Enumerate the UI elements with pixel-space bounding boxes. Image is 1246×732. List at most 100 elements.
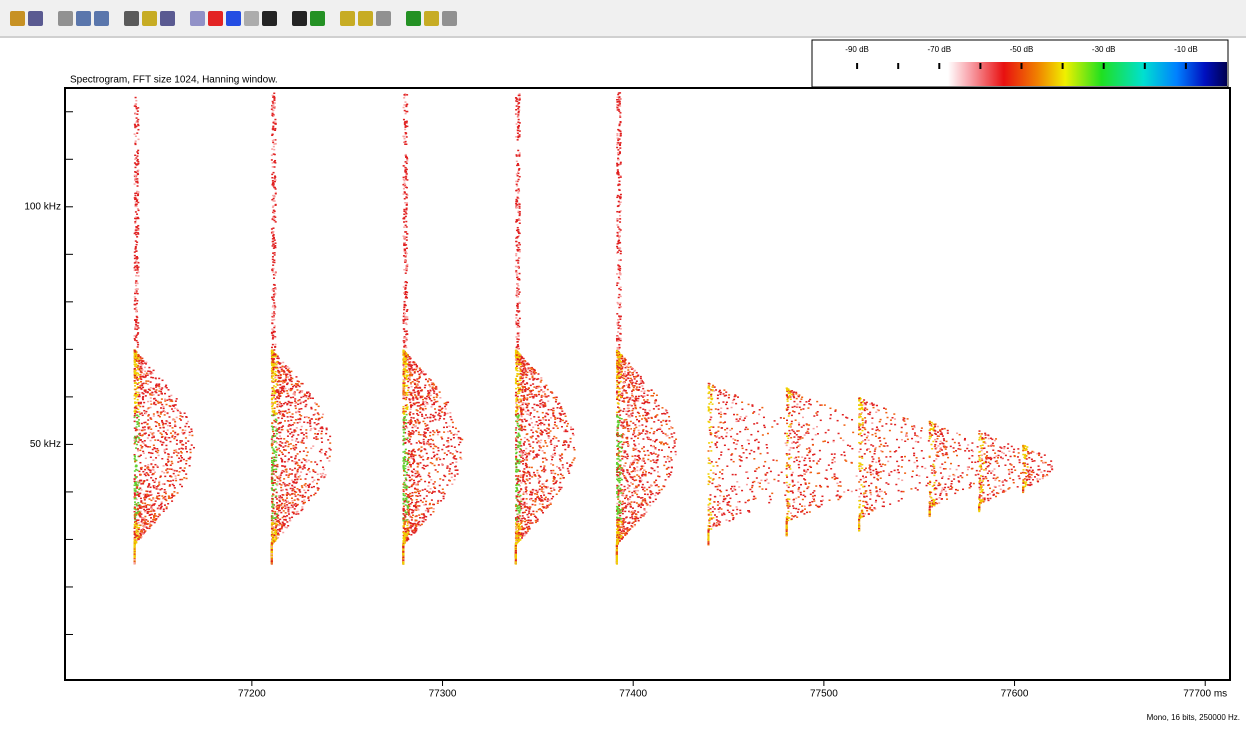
spectral-dot — [271, 393, 273, 395]
toolbar-button[interactable] — [160, 11, 175, 26]
spectral-dot — [137, 365, 139, 367]
spectral-dot — [406, 104, 408, 106]
spectral-dot — [287, 429, 289, 431]
toolbar-button[interactable] — [226, 11, 241, 26]
toolbar-button[interactable] — [190, 11, 205, 26]
spectral-dot — [163, 472, 165, 474]
toolbar — [0, 0, 1246, 36]
spectral-dot — [187, 440, 189, 442]
toolbar-button[interactable] — [58, 11, 73, 26]
spectral-dot — [135, 289, 137, 291]
spectral-dot — [145, 395, 147, 397]
spectral-dot — [134, 193, 136, 195]
spectral-dot — [437, 502, 439, 504]
spectral-dot — [291, 517, 293, 519]
spectral-dot — [271, 445, 273, 447]
spectral-dot — [313, 414, 315, 416]
spectral-dot — [406, 486, 408, 488]
spectral-dot — [289, 373, 291, 375]
spectral-dot — [405, 291, 407, 293]
spectral-dot — [559, 458, 561, 460]
spectral-dot — [404, 319, 406, 321]
toolbar-button[interactable] — [442, 11, 457, 26]
toolbar-button[interactable] — [94, 11, 109, 26]
spectral-dot — [405, 255, 407, 257]
spectral-dot — [318, 430, 320, 432]
spectral-dot — [152, 480, 154, 482]
spectral-dot — [153, 517, 155, 519]
toolbar-button[interactable] — [292, 11, 307, 26]
spectral-dot — [427, 381, 429, 383]
spectral-dot — [137, 325, 139, 327]
spectral-dot — [280, 406, 282, 408]
spectral-dot — [283, 524, 285, 526]
toolbar-button[interactable] — [376, 11, 391, 26]
spectral-dot — [451, 419, 453, 421]
spectral-dot — [134, 559, 136, 561]
spectral-dot — [447, 402, 449, 404]
spectral-dot — [276, 466, 278, 468]
spectral-dot — [183, 470, 185, 472]
toolbar-button[interactable] — [208, 11, 223, 26]
spectral-dot — [290, 402, 292, 404]
spectral-dot — [142, 415, 144, 417]
spectral-dot — [405, 371, 407, 373]
spectral-dot — [543, 471, 545, 473]
spectral-dot — [328, 448, 330, 450]
toolbar-button[interactable] — [28, 11, 43, 26]
spectral-dot — [136, 250, 138, 252]
spectral-dot — [135, 465, 137, 467]
spectral-dot — [428, 475, 430, 477]
spectral-dot — [404, 186, 406, 188]
spectral-dot — [142, 434, 144, 436]
spectral-dot — [153, 388, 155, 390]
spectral-dot — [134, 248, 136, 250]
spectral-dot — [177, 492, 179, 494]
spectral-dot — [447, 465, 449, 467]
toolbar-button[interactable] — [340, 11, 355, 26]
spectral-dot — [413, 480, 415, 482]
spectral-dot — [405, 322, 407, 324]
toolbar-button[interactable] — [310, 11, 325, 26]
toolbar-button[interactable] — [262, 11, 277, 26]
toolbar-button[interactable] — [244, 11, 259, 26]
spectral-dot — [274, 106, 276, 108]
spectral-dot — [287, 476, 289, 478]
spectral-dot — [273, 172, 275, 174]
spectral-dot — [432, 387, 434, 389]
spectral-dot — [415, 484, 417, 486]
spectral-dot — [141, 430, 143, 432]
toolbar-button[interactable] — [358, 11, 373, 26]
spectral-dot — [291, 436, 293, 438]
spectral-dot — [309, 425, 311, 427]
spectral-dot — [409, 379, 411, 381]
spectral-dot — [271, 426, 273, 428]
spectral-dot — [185, 442, 187, 444]
spectral-dot — [176, 440, 178, 442]
spectral-dot — [405, 377, 407, 379]
spectral-dot — [137, 355, 139, 357]
toolbar-button[interactable] — [142, 11, 157, 26]
spectral-dot — [413, 389, 415, 391]
spectral-dot — [412, 456, 414, 458]
toolbar-button[interactable] — [10, 11, 25, 26]
spectral-dot — [181, 479, 183, 481]
spectral-dot — [525, 491, 527, 493]
spectral-dot — [142, 471, 144, 473]
spectral-dot — [186, 423, 188, 425]
spectral-dot — [541, 396, 543, 398]
toolbar-button[interactable] — [424, 11, 439, 26]
spectral-dot — [403, 183, 405, 185]
spectral-dot — [134, 470, 136, 472]
spectral-dot — [515, 484, 517, 486]
toolbar-button[interactable] — [76, 11, 91, 26]
spectral-dot — [275, 179, 277, 181]
toolbar-button[interactable] — [124, 11, 139, 26]
spectral-dot — [278, 432, 280, 434]
spectral-dot — [303, 437, 305, 439]
spectral-dot — [136, 180, 138, 182]
spectral-dot — [410, 466, 412, 468]
spectral-dot — [403, 373, 405, 375]
spectral-dot — [289, 433, 291, 435]
toolbar-button[interactable] — [406, 11, 421, 26]
